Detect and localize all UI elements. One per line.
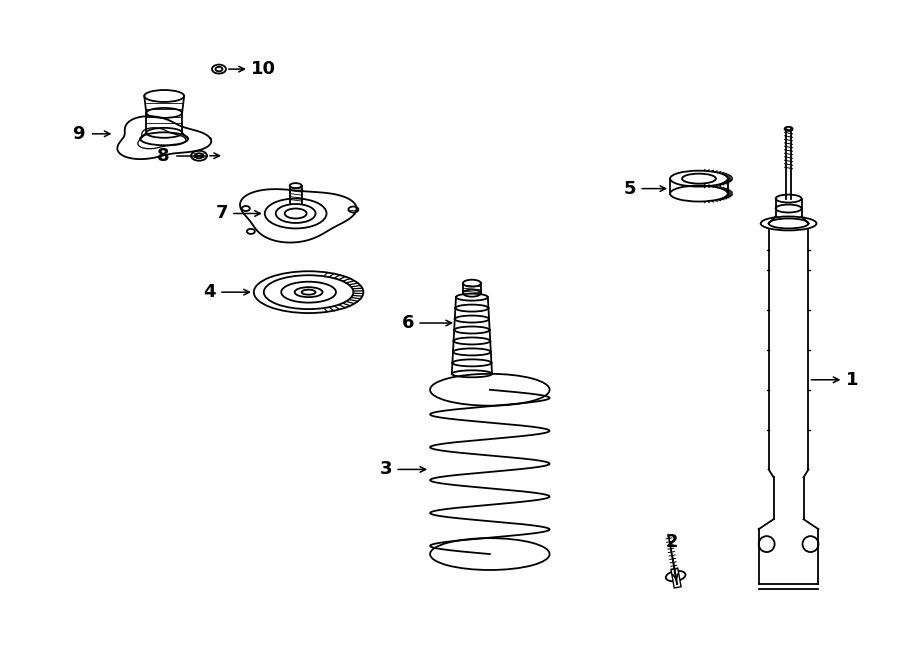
Text: 4: 4 [203,283,216,301]
Text: 3: 3 [380,461,392,479]
Text: 9: 9 [72,125,85,143]
Text: 8: 8 [157,147,169,165]
Text: 5: 5 [624,180,636,198]
Text: 2: 2 [666,533,679,551]
Text: 10: 10 [251,60,275,78]
Text: 7: 7 [215,204,228,223]
Text: 1: 1 [846,371,859,389]
Text: 6: 6 [401,314,414,332]
